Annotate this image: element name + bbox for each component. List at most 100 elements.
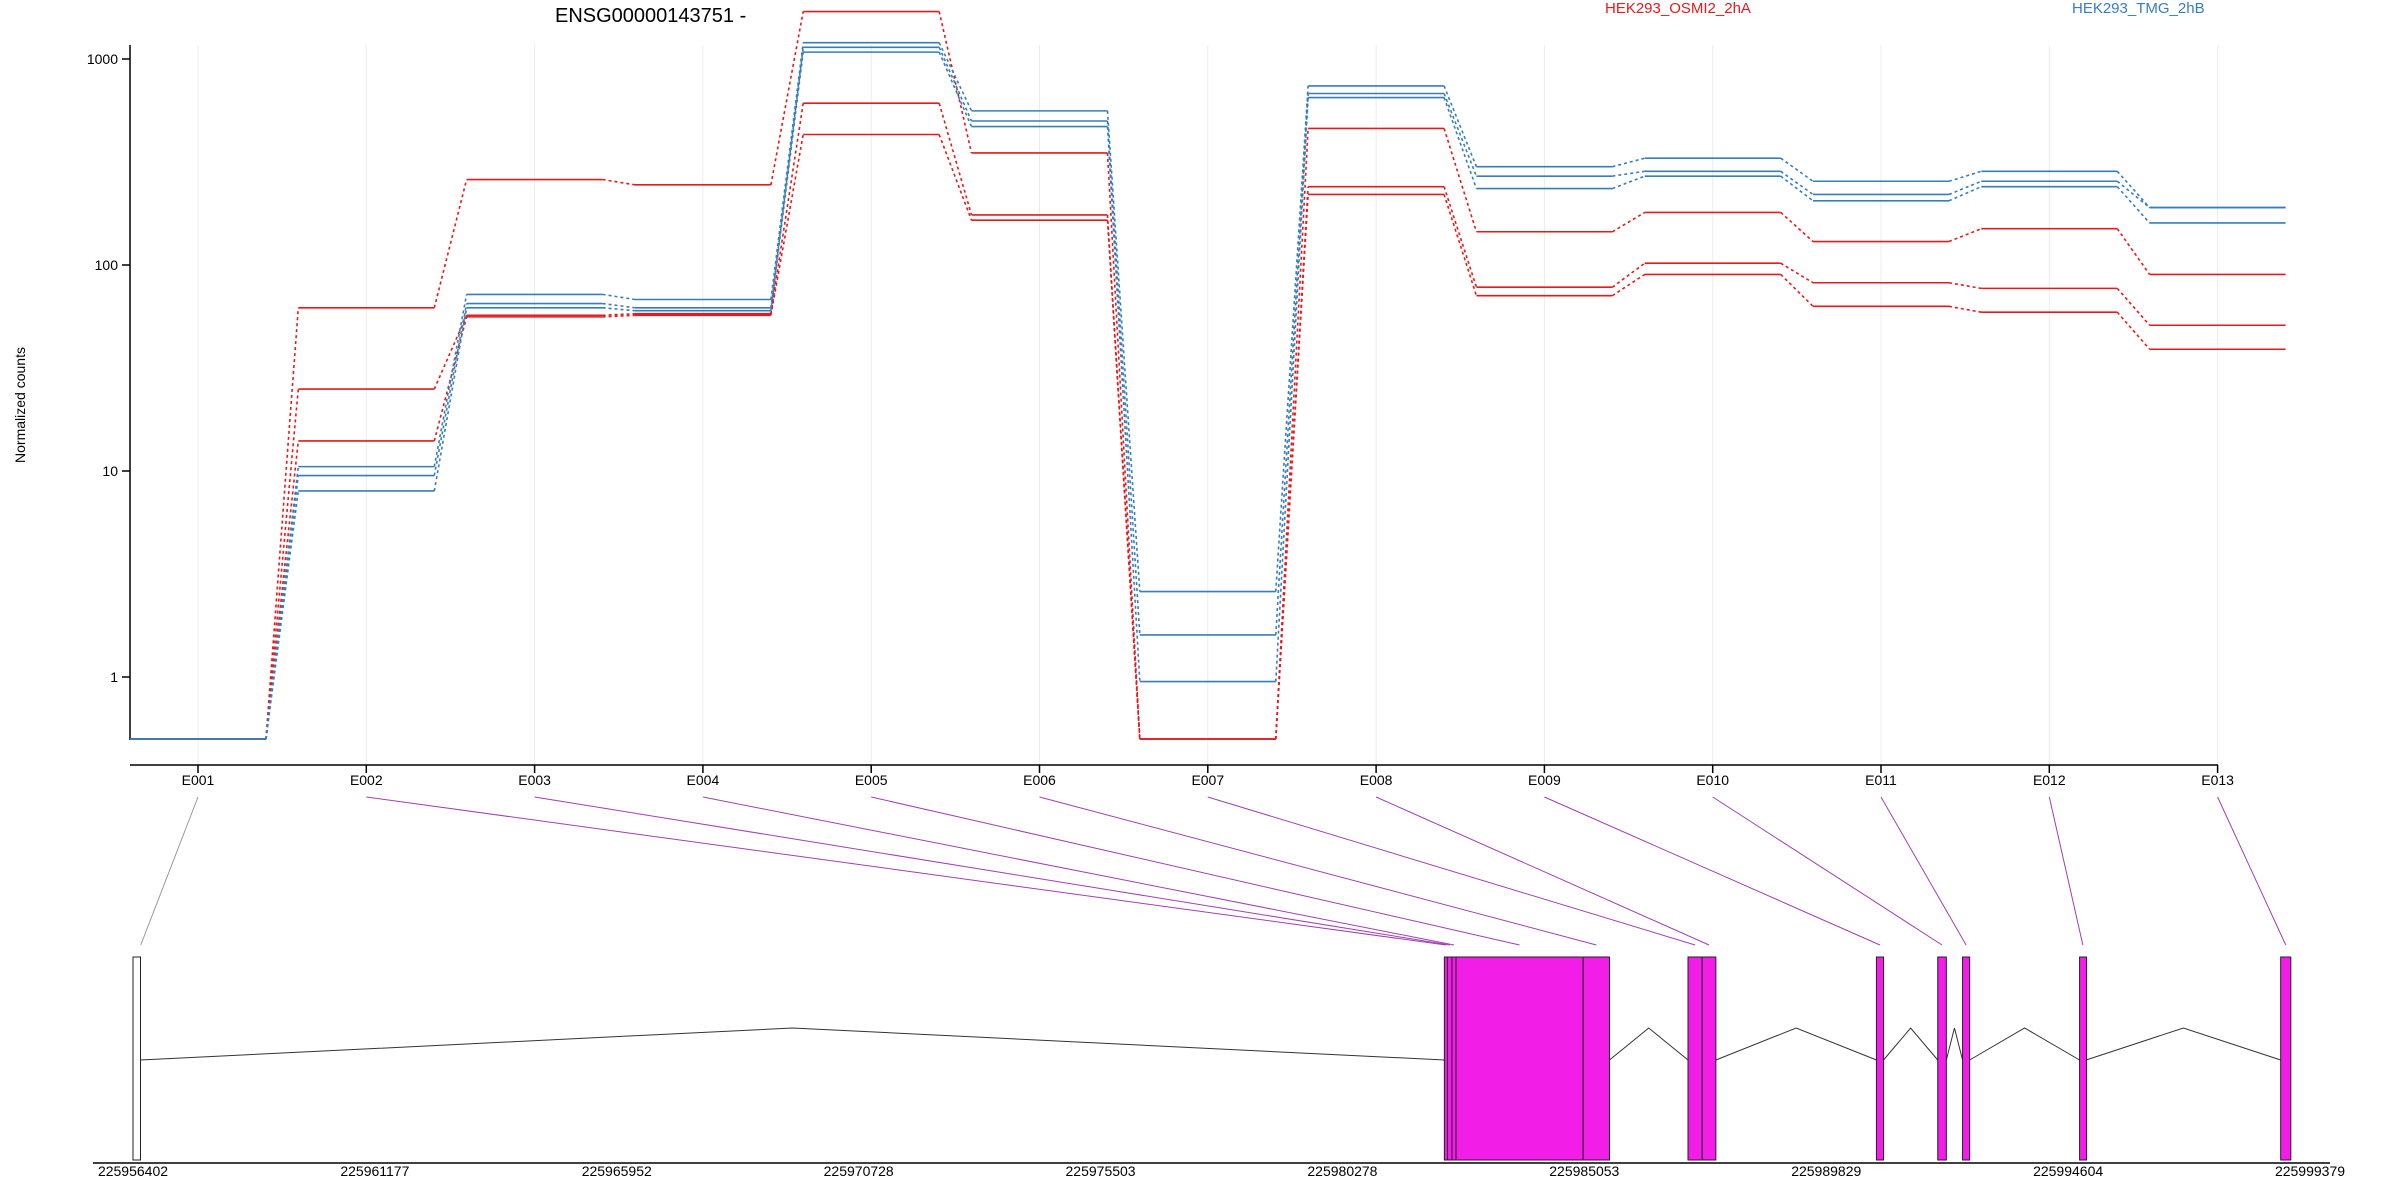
legend-osmi2: HEK293_OSMI2_2hA	[1605, 0, 1751, 17]
exon-block	[1701, 956, 1717, 1161]
series-connector	[433, 303, 468, 476]
series-connector	[1780, 262, 1814, 284]
series-connector	[1443, 128, 1478, 232]
exon-connectors	[140, 796, 2287, 946]
exon-block	[1937, 956, 1947, 1161]
exon-block	[1875, 956, 1885, 1161]
series-connector	[1106, 126, 1141, 682]
series-connector	[1780, 170, 1814, 196]
exon-block	[1962, 956, 1971, 1161]
series-connector	[1612, 157, 1645, 168]
series-connector	[602, 178, 636, 186]
x-tick-label: E007	[1191, 772, 1224, 788]
axes: 1 10 100 1000 E001 E002 E003 E004 E005 E006 E007 E0…	[87, 45, 2234, 788]
genome-coordinate-label: 225994604	[2033, 1163, 2103, 1179]
series-connector	[1612, 175, 1645, 190]
series-connector	[433, 179, 468, 308]
genome-coordinate-label: 225961177	[340, 1163, 409, 1179]
x-tick-label: E010	[1696, 772, 1729, 788]
series-connector	[2116, 311, 2151, 350]
series-connector	[938, 102, 973, 216]
exon-connector-line	[871, 796, 1520, 946]
exon-block	[1455, 956, 1584, 1161]
genome-coordinate-label: 225989829	[1791, 1163, 1861, 1179]
series-connector	[2116, 180, 2151, 209]
y-tick-label: 10	[102, 463, 118, 479]
series-connector	[1780, 273, 1814, 307]
series-connector	[1106, 152, 1141, 740]
exon-block	[1582, 956, 1610, 1161]
series-connector	[770, 11, 804, 185]
series-connector	[938, 46, 973, 122]
series-connector	[1443, 97, 1478, 189]
intron-line	[140, 1027, 1445, 1061]
series-connector	[433, 294, 468, 467]
intron-line	[1715, 1027, 1877, 1061]
genome-coordinate-label: 225985053	[1549, 1163, 1619, 1179]
intron-line	[1883, 1027, 1939, 1061]
exon-connector-line	[1544, 796, 1881, 946]
series-connector	[265, 388, 300, 740]
exon-connector-line	[702, 796, 1455, 946]
exon-block	[1687, 956, 1703, 1161]
series-connector	[265, 307, 300, 740]
series-connector	[602, 314, 635, 318]
series-connector	[2116, 170, 2151, 209]
series-connector	[1275, 194, 1309, 740]
series-connector	[1275, 93, 1309, 635]
series-connector	[938, 42, 973, 112]
series-connector	[265, 466, 300, 740]
exon-connector-line	[1375, 796, 1710, 946]
series-connector	[1948, 170, 1982, 183]
series-connector	[433, 314, 468, 390]
legend-tmg: HEK293_TMG_2hB	[2072, 0, 2205, 17]
series-connector	[602, 312, 635, 317]
series-connector	[1948, 227, 1982, 243]
series-connector	[1948, 180, 1982, 196]
series-connector	[1443, 85, 1478, 168]
series-connector	[1780, 157, 1814, 182]
series-connector	[1612, 170, 1645, 177]
series-connector	[938, 134, 973, 221]
series-connector	[1275, 97, 1309, 682]
intron-line	[1945, 1027, 1964, 1061]
x-tick-label: E011	[1865, 772, 1897, 788]
x-tick-label: E001	[182, 772, 215, 788]
series-connector	[602, 306, 635, 312]
chart-title: ENSG00000143751 -	[555, 5, 746, 27]
series-connector	[938, 51, 973, 127]
series-connector	[1106, 220, 1141, 740]
x-tick-label: E009	[1528, 772, 1561, 788]
exon-connector-line	[366, 796, 1446, 946]
x-tick-label: E012	[2033, 772, 2066, 788]
series-connector	[770, 134, 804, 316]
genome-coordinate-label: 225956402	[98, 1163, 168, 1179]
genome-coordinate-label: 225965952	[582, 1163, 652, 1179]
series-connector	[1948, 185, 1982, 202]
gene-model: 225956402 225961177 225965952 225970728 2259…	[93, 956, 2345, 1179]
y-tick-label: 100	[95, 257, 119, 273]
intron-line	[1969, 1027, 2080, 1061]
x-tick-label: E004	[687, 772, 720, 788]
intron-line	[2085, 1027, 2281, 1061]
genome-coordinate-label: 225970728	[824, 1163, 894, 1179]
exon-block	[2079, 956, 2088, 1161]
exon-connector-line	[2217, 796, 2287, 946]
exon-block	[2280, 956, 2292, 1161]
series-connector	[602, 293, 636, 301]
series-lines	[130, 10, 2286, 740]
y-axis-label: Normalized counts	[12, 347, 28, 463]
y-tick-label: 1	[110, 669, 118, 685]
series-connector	[1443, 93, 1478, 177]
series-connector	[433, 307, 468, 492]
exon-connector-line	[1207, 796, 1696, 946]
series-connector	[1611, 273, 1646, 297]
series-connector	[1780, 175, 1814, 202]
x-tick-label: E008	[1360, 772, 1393, 788]
series-connector	[1948, 305, 1982, 313]
exon-connector-line	[1039, 796, 1597, 946]
series-connector	[1443, 186, 1478, 288]
exon-connector-line	[140, 796, 199, 946]
x-tick-label: E003	[518, 772, 551, 788]
